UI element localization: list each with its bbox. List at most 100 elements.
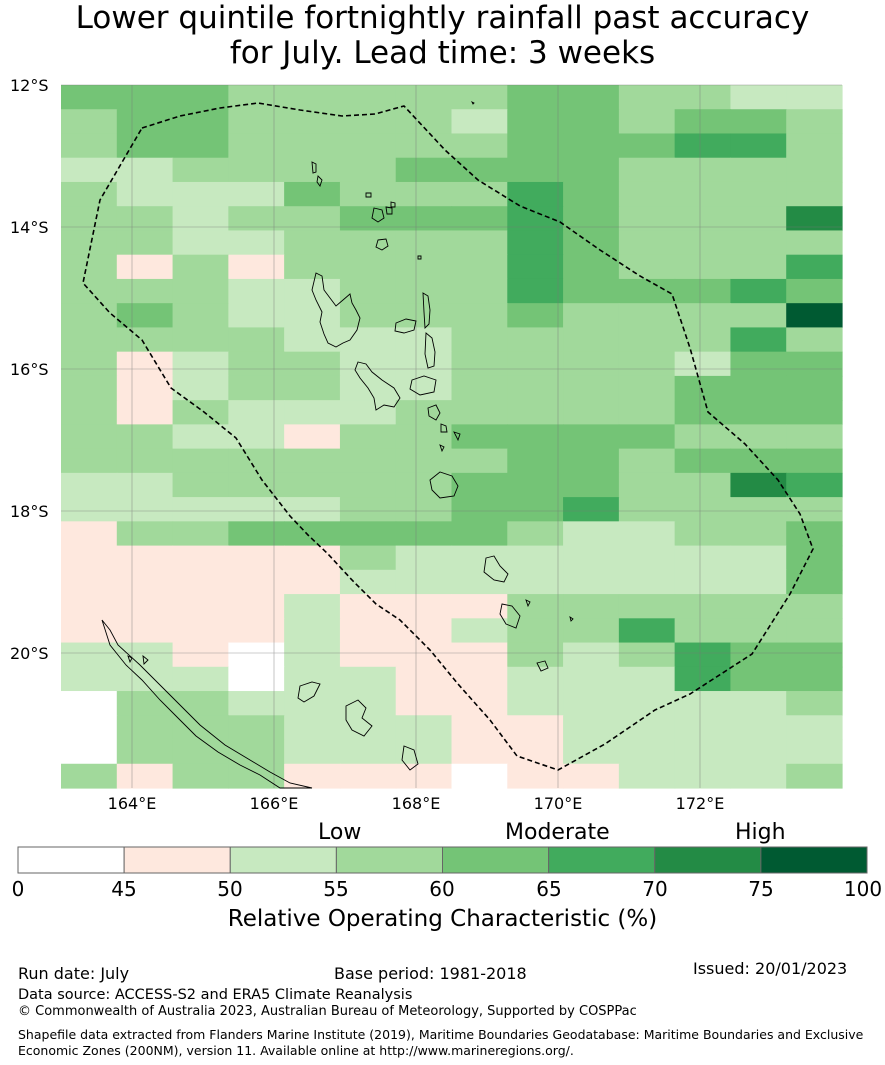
grid-cell (451, 497, 508, 522)
grid-cell (284, 618, 341, 644)
grid-cell (674, 181, 732, 207)
grid-cell (730, 739, 787, 765)
grid-cell (61, 545, 118, 571)
pentecost-island (424, 332, 436, 369)
grid-cell (284, 424, 341, 450)
grid-cell (507, 230, 564, 256)
colorbar-swatch (760, 846, 868, 874)
grid-cell (730, 448, 787, 474)
grid-cell (395, 230, 453, 256)
grid-cell (730, 497, 787, 522)
grid-cell (730, 109, 787, 135)
grid-cell (730, 472, 787, 498)
grid-cell (61, 400, 118, 425)
grid-cell (172, 594, 229, 619)
grid-cell (61, 666, 118, 692)
grid-cell (507, 181, 564, 207)
grid-cell (618, 642, 676, 668)
grid-cell (563, 181, 620, 207)
colorbar-swatch (335, 846, 444, 874)
grid-cell (284, 666, 341, 692)
grid-cell (563, 472, 620, 498)
grid-cell (563, 594, 620, 619)
grid-cell (116, 521, 174, 547)
grid-cell (339, 666, 397, 692)
grid-cell (618, 594, 676, 619)
grid-cell (395, 109, 453, 135)
grid-cell (563, 618, 620, 644)
tanna-island (499, 603, 521, 629)
grid-cell (61, 691, 118, 716)
grid-cell (730, 303, 787, 329)
grid-cell (730, 424, 787, 450)
grid-cell (674, 618, 732, 644)
grid-cell (116, 763, 174, 789)
grid-cell (61, 642, 118, 668)
grid-cell (339, 497, 397, 522)
grid-cell (339, 763, 397, 789)
grid-cell (228, 569, 285, 595)
grid-cell (116, 715, 174, 741)
grid-cell (730, 230, 787, 256)
grid-cell (507, 206, 564, 232)
grid-cell (172, 206, 229, 232)
grid-cell (284, 400, 341, 425)
grid-cell (172, 497, 229, 522)
colorbar-swatch (654, 846, 762, 874)
grid-cell (61, 497, 118, 522)
grid-cell (172, 400, 229, 425)
grid-cell (284, 351, 341, 377)
grid-cell (172, 715, 229, 741)
grid-cell (61, 230, 118, 256)
grid-cell (563, 327, 620, 353)
grid-cell (395, 181, 453, 207)
grid-cell (284, 230, 341, 256)
grid-cell (674, 133, 732, 159)
grid-cell (116, 278, 174, 304)
grid-cell (786, 666, 843, 692)
grid-cell (451, 109, 508, 135)
grid-cell (395, 375, 453, 401)
grid-cell (116, 327, 174, 353)
grid-cell (172, 375, 229, 401)
grid-cell (116, 157, 174, 183)
grid-cell (228, 230, 285, 256)
grid-cell (618, 157, 676, 183)
lat-label-18s: 18°S (10, 502, 49, 521)
grid-cell (451, 545, 508, 571)
grid-cell (395, 545, 453, 571)
grid-cell (730, 594, 787, 619)
grid-cell (451, 206, 508, 232)
grid-cell (786, 763, 843, 789)
grid-cell (730, 618, 787, 644)
grid-cell (786, 569, 843, 595)
grid-cell (786, 521, 843, 547)
grid-cell (786, 594, 843, 619)
grid-cell (172, 691, 229, 716)
grid-cell (730, 181, 787, 207)
grid-cell (339, 206, 397, 232)
colorbar-category-moderate: Moderate (505, 820, 610, 845)
grid-cell (451, 230, 508, 256)
grid-cell (395, 594, 453, 619)
grid-cell (116, 545, 174, 571)
run-date: Run date: July (18, 964, 130, 983)
grid-cell (395, 278, 453, 304)
grid-cell (228, 618, 285, 644)
grid-cell (172, 254, 229, 280)
colorbar-tick: 100 (843, 877, 883, 901)
grid-cell (116, 351, 174, 377)
map-title-line-1: Lower quintile fortnightly rainfall past… (75, 0, 810, 36)
grid-cell (284, 181, 341, 207)
colorbar-tick: 55 (323, 877, 349, 901)
grid-cell (507, 594, 564, 619)
grid-cell (116, 206, 174, 232)
grid-cell (339, 715, 397, 741)
grid-cell (172, 109, 229, 135)
grid-cell (339, 85, 397, 110)
grid-cell (674, 666, 732, 692)
grid-cell (395, 206, 453, 232)
loyalty-islands (297, 681, 419, 771)
grid-cell (339, 472, 397, 498)
grid-cell (507, 351, 564, 377)
